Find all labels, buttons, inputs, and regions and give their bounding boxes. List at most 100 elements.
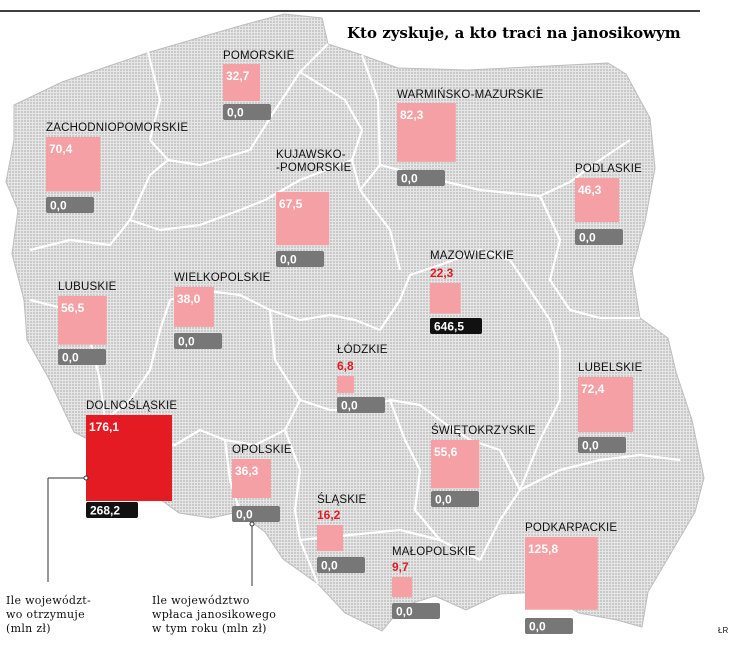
pay-value: 0,0 xyxy=(178,335,195,349)
region-name-line: WIELKOPOLSKIE xyxy=(174,272,271,284)
region-name-line: ŚWIĘTOKRZYSKIE xyxy=(431,424,536,437)
pay-box xyxy=(223,104,271,120)
receive-value: 46,3 xyxy=(578,183,602,197)
receive-value: 70,4 xyxy=(49,142,73,156)
pay-value: 0,0 xyxy=(236,508,253,522)
receive-box xyxy=(86,415,172,501)
pay-value: 0,0 xyxy=(396,605,413,619)
pay-box xyxy=(276,251,324,267)
legend-pay-line-1: Ile województwo xyxy=(152,594,250,607)
region-name-line: WARMIŃSKO-MAZURSKIE xyxy=(397,88,544,101)
receive-value: 32,7 xyxy=(226,69,250,83)
regions-layer: POMORSKIE 32,7 0,0 WARMIŃSKO-MAZURSKIE 82,3 0… xyxy=(46,50,643,634)
region-kujawsko-pomorskie: KUJAWSKO--POMORSKIE 67,5 0,0 xyxy=(276,149,352,267)
receive-box xyxy=(276,192,330,246)
receive-box xyxy=(525,537,598,610)
receive-box xyxy=(397,103,456,162)
receive-box xyxy=(58,296,107,345)
pay-box xyxy=(337,397,385,413)
region-name: LUBUSKIE xyxy=(58,281,117,293)
region-name: MAŁOPOLSKIE xyxy=(392,546,476,558)
region-name-line: LUBUSKIE xyxy=(58,281,117,293)
receive-box xyxy=(317,525,344,552)
region-name: PODLASKIE xyxy=(575,163,642,175)
receive-box xyxy=(431,440,480,489)
region-name: KUJAWSKO--POMORSKIE xyxy=(276,149,352,174)
legend-leaders xyxy=(47,475,255,586)
credit: ŁR xyxy=(718,626,728,635)
legend-receive-line-3: (mln zł) xyxy=(6,622,51,635)
legend-receive: Ile województ- wo otrzymuje (mln zł) xyxy=(6,594,91,635)
receive-box xyxy=(392,577,413,598)
receive-value: 22,3 xyxy=(430,266,454,280)
region-śląskie: ŚLĄSKIE 16,2 0,0 xyxy=(317,493,366,573)
region-name: ŚWIĘTOKRZYSKIE xyxy=(431,424,536,437)
region-name: PODKARPACKIE xyxy=(525,522,617,534)
region-borders xyxy=(29,43,681,585)
region-name-line: ZACHODNIOPOMORSKIE xyxy=(46,122,188,134)
receive-box xyxy=(575,178,620,223)
receive-value: 67,5 xyxy=(279,197,303,211)
region-name: DOLNOŚLĄSKIE xyxy=(86,399,177,412)
receive-value: 9,7 xyxy=(392,560,409,574)
pay-value: 0,0 xyxy=(529,620,546,634)
region-name-line: OPOLSKIE xyxy=(232,444,292,456)
pay-box xyxy=(525,618,573,634)
region-podkarpackie: PODKARPACKIE 125,8 0,0 xyxy=(525,522,617,634)
pay-value: 0,0 xyxy=(227,106,244,120)
pay-box xyxy=(86,502,138,518)
pay-box xyxy=(58,349,106,365)
legend-receive-line-1: Ile województ- xyxy=(6,594,91,607)
region-podlaskie: PODLASKIE 46,3 0,0 xyxy=(575,163,642,245)
region-name: LUBELSKIE xyxy=(578,362,643,374)
pay-box xyxy=(317,557,365,573)
pay-value: 0,0 xyxy=(401,172,418,186)
region-name: POMORSKIE xyxy=(223,50,295,62)
legend-pay-line-2: wpłaca janosikowego xyxy=(152,608,276,621)
pay-box xyxy=(575,229,623,245)
region-name-line: MAZOWIECKIE xyxy=(430,250,514,262)
pay-value: 0,0 xyxy=(50,199,67,213)
legend-pay-line-3: w tym roku (mln zł) xyxy=(152,622,267,635)
pay-value: 0,0 xyxy=(341,399,358,413)
receive-box xyxy=(223,64,261,102)
region-name-line: DOLNOŚLĄSKIE xyxy=(86,399,177,412)
receive-value: 38,0 xyxy=(177,292,201,306)
receive-box xyxy=(232,459,271,498)
region-świętokrzyskie: ŚWIĘTOKRZYSKIE 55,6 0,0 xyxy=(431,424,536,507)
poland-outline xyxy=(5,13,705,632)
pay-box xyxy=(578,437,626,453)
region-opolskie: OPOLSKIE 36,3 0,0 xyxy=(232,444,292,522)
receive-box xyxy=(337,376,354,393)
region-name-line: KUJAWSKO- xyxy=(276,149,346,161)
pay-value: 0,0 xyxy=(321,559,338,573)
region-name: ŁÓDZKIE xyxy=(337,343,388,356)
receive-value: 72,4 xyxy=(581,382,605,396)
receive-box xyxy=(578,377,634,433)
region-mazowieckie: MAZOWIECKIE 22,3 646,5 xyxy=(430,250,514,334)
region-łódzkie: ŁÓDZKIE 6,8 0,0 xyxy=(337,343,388,413)
region-name-line: MAŁOPOLSKIE xyxy=(392,546,476,558)
region-name: OPOLSKIE xyxy=(232,444,292,456)
receive-value: 125,8 xyxy=(528,542,558,556)
region-name-line: -POMORSKIE xyxy=(276,162,352,174)
pay-box xyxy=(431,491,479,507)
pay-box xyxy=(174,333,222,349)
receive-value: 56,5 xyxy=(61,301,85,315)
region-name: MAZOWIECKIE xyxy=(430,250,514,262)
region-name-line: POMORSKIE xyxy=(223,50,295,62)
receive-box xyxy=(430,283,461,314)
region-warmińsko-mazurskie: WARMIŃSKO-MAZURSKIE 82,3 0,0 xyxy=(397,88,544,186)
region-lubelskie: LUBELSKIE 72,4 0,0 xyxy=(578,362,643,453)
region-zachodniopomorskie: ZACHODNIOPOMORSKIE 70,4 0,0 xyxy=(46,122,188,213)
pay-value: 268,2 xyxy=(90,504,120,518)
region-name: WIELKOPOLSKIE xyxy=(174,272,271,284)
pay-value: 0,0 xyxy=(435,493,452,507)
receive-value: 36,3 xyxy=(235,464,259,478)
pay-value: 0,0 xyxy=(62,351,79,365)
region-name-line: LUBELSKIE xyxy=(578,362,643,374)
region-małopolskie: MAŁOPOLSKIE 9,7 0,0 xyxy=(392,546,476,619)
pay-value: 0,0 xyxy=(280,253,297,267)
region-name-line: ŚLĄSKIE xyxy=(317,493,366,506)
